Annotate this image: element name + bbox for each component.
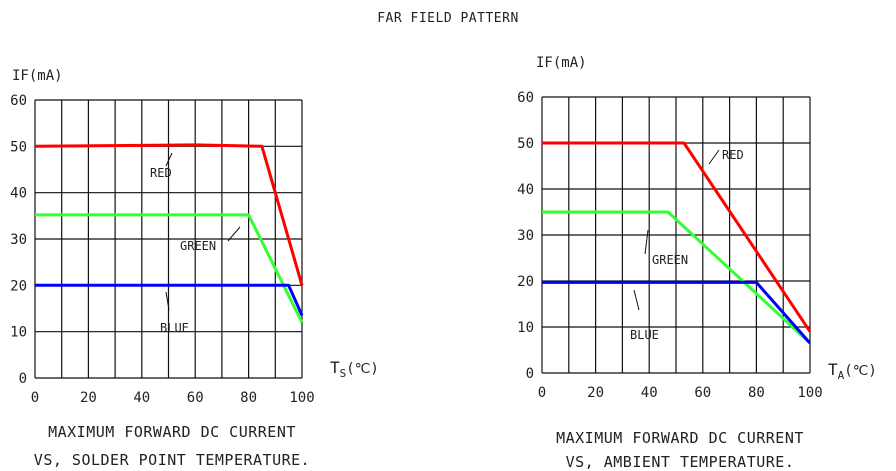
series-line-red [542, 141, 812, 333]
y-tick-label: 30 [517, 228, 534, 244]
x-tick-label: 100 [289, 390, 314, 406]
y-tick-label: 60 [10, 93, 27, 109]
y-tick-label: 0 [19, 371, 27, 387]
y-tick-label: 10 [517, 320, 534, 336]
chart-caption-line-2: VS, SOLDER POINT TEMPERATURE. [34, 451, 310, 469]
label-blue: BLUE [630, 328, 659, 342]
leader-line [227, 226, 241, 242]
series-line-blue [542, 280, 812, 345]
chart-caption-line-1: MAXIMUM FORWARD DC CURRENT [48, 423, 296, 441]
y-tick-label: 40 [10, 186, 27, 202]
x-axis-label: TA(℃) [828, 360, 877, 382]
x-tick-label: 20 [80, 390, 97, 406]
y-tick-label: 60 [517, 90, 534, 106]
y-axis-label: IF(mA) [12, 68, 63, 84]
leader-line [165, 291, 170, 311]
chart-solder-point: 0 10 20 30 40 50 60 0 20 40 60 80 100 IF(mA) TS(℃) RED G… [10, 68, 379, 469]
x-tick-label: 80 [240, 390, 257, 406]
y-tick-label: 20 [517, 274, 534, 290]
y-tick-label: 50 [10, 139, 27, 155]
y-tick-label: 50 [517, 136, 534, 152]
grid [541, 96, 811, 374]
figure-title: FAR FIELD PATTERN [377, 11, 519, 26]
x-tick-label: 100 [797, 385, 822, 401]
chart-ambient: 0 10 20 30 40 50 60 0 20 40 60 80 100 IF(mA) TA(℃) RED G… [517, 55, 877, 471]
y-tick-label: 20 [10, 278, 27, 294]
leader-line [633, 289, 640, 311]
x-tick-label: 40 [133, 390, 150, 406]
y-tick-label: 10 [10, 325, 27, 341]
x-axis-label: TS(℃) [330, 358, 379, 380]
label-red: RED [722, 148, 744, 162]
label-red: RED [150, 166, 172, 180]
y-tick-label: 40 [517, 182, 534, 198]
leader-line [708, 149, 720, 165]
label-green: GREEN [180, 239, 216, 253]
y-axis-label: IF(mA) [536, 55, 587, 71]
chart-caption-line-2: VS, AMBIENT TEMPERATURE. [566, 453, 795, 471]
x-tick-label: 60 [187, 390, 204, 406]
x-tick-label: 0 [31, 390, 39, 406]
x-tick-label: 20 [587, 385, 604, 401]
y-tick-label: 0 [526, 366, 534, 382]
chart-caption-line-1: MAXIMUM FORWARD DC CURRENT [556, 429, 804, 447]
series-line-green [542, 210, 812, 345]
leader-line [644, 229, 649, 255]
leader-line [165, 152, 173, 167]
x-tick-label: 80 [748, 385, 765, 401]
x-tick-label: 60 [694, 385, 711, 401]
label-blue: BLUE [160, 321, 189, 335]
y-tick-label: 30 [10, 232, 27, 248]
x-tick-label: 40 [641, 385, 658, 401]
series-line-blue [35, 283, 304, 317]
label-green: GREEN [652, 253, 688, 267]
series-line-red [34, 143, 304, 286]
x-tick-label: 0 [538, 385, 546, 401]
